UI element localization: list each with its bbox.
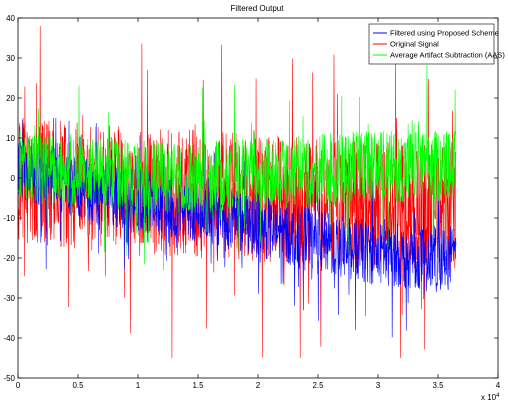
x-axis-multiplier-base: x 10 [481, 393, 497, 402]
x-tick-label: 1 [136, 381, 141, 390]
chart-title: Filtered Output [231, 4, 285, 13]
plot-lines [17, 25, 457, 359]
series-line [17, 117, 457, 338]
x-tick-label: 0.5 [72, 381, 84, 390]
y-tick-label: -30 [3, 294, 15, 303]
x-tick-label: 2 [256, 381, 261, 390]
x-tick-label: 2.5 [312, 381, 324, 390]
x-axis: 0 0.5 1 1.5 2 2.5 3 3.5 4 [16, 18, 501, 390]
y-tick-label: 20 [6, 94, 15, 103]
x-tick-label: 3 [376, 381, 381, 390]
y-tick-label: -20 [3, 254, 15, 263]
legend: Filtered using Proposed Scheme Original S… [368, 23, 505, 65]
y-tick-label: -50 [3, 374, 15, 383]
legend-box [368, 23, 495, 65]
x-tick-label: 0 [16, 381, 21, 390]
legend-label: Original Signal [390, 40, 439, 49]
y-tick-label: -40 [3, 334, 15, 343]
series-line [17, 64, 457, 271]
x-axis-multiplier-exponent: 4 [496, 393, 500, 399]
y-tick-label: 30 [6, 54, 15, 63]
legend-label: Average Artifact Subtraction (AAS) [390, 51, 505, 60]
y-tick-label: 0 [11, 174, 16, 183]
y-tick-label: 10 [6, 134, 15, 143]
x-axis-multiplier: x 104 [481, 393, 500, 402]
x-tick-label: 3.5 [432, 381, 444, 390]
x-tick-label: 1.5 [192, 381, 204, 390]
y-tick-label: 40 [6, 14, 15, 23]
y-tick-label: -10 [3, 214, 15, 223]
y-axis: -50 -40 -30 -20 -10 0 10 20 30 40 [3, 14, 498, 383]
legend-label: Filtered using Proposed Scheme [390, 29, 499, 38]
x-tick-label: 4 [496, 381, 501, 390]
